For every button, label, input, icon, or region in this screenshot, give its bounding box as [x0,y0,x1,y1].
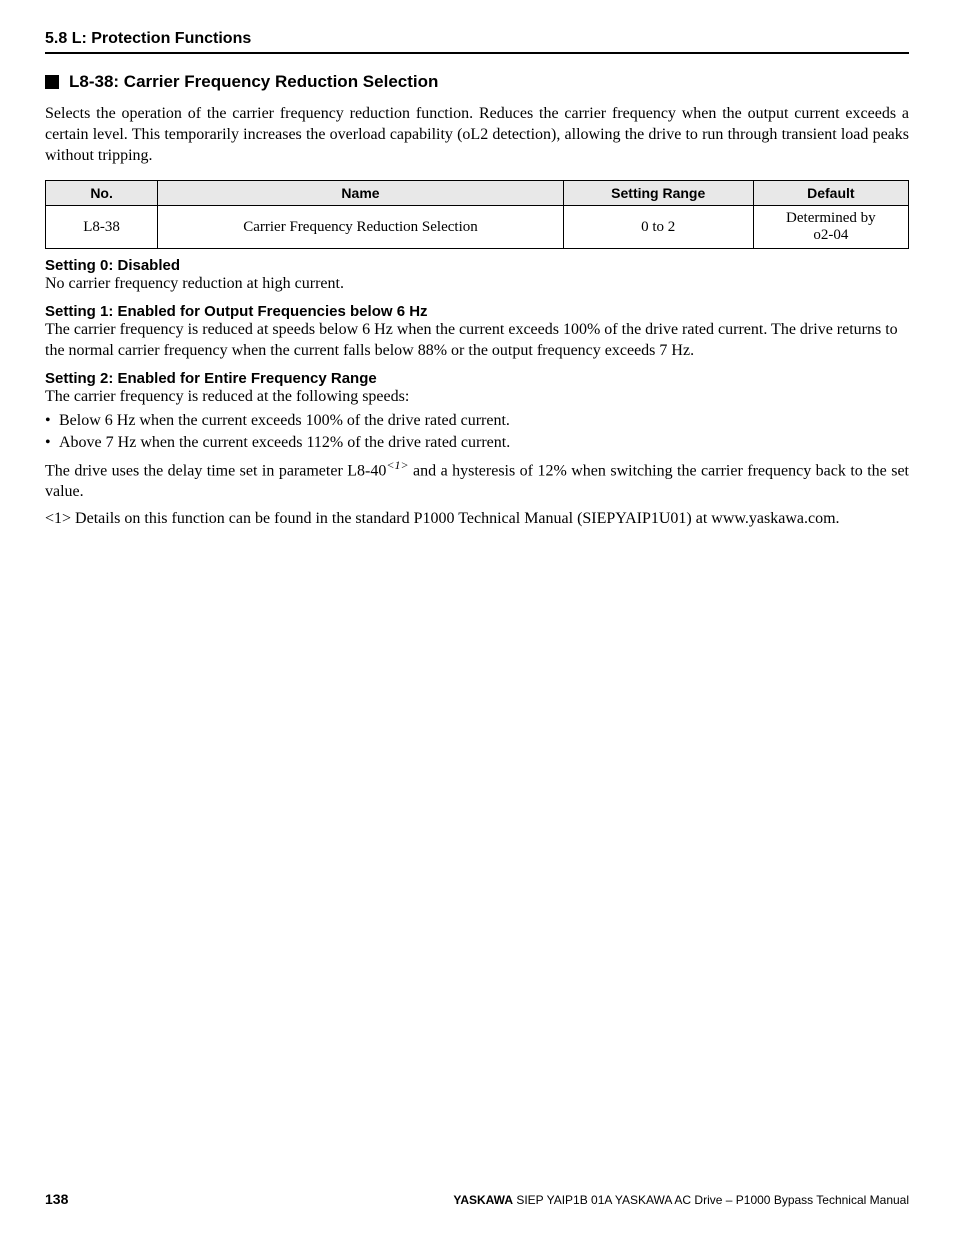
list-item: Above 7 Hz when the current exceeds 112%… [45,432,909,454]
intro-paragraph: Selects the operation of the carrier fre… [45,104,909,166]
list-item: Below 6 Hz when the current exceeds 100%… [45,410,909,432]
footnote-text: <1> Details on this function can be foun… [45,509,909,530]
setting-1-title: Setting 1: Enabled for Output Frequencie… [45,303,909,320]
footnote-ref: <1> [386,458,408,472]
setting-2-title: Setting 2: Enabled for Entire Frequency … [45,370,909,387]
delay-para-pre: The drive uses the delay time set in par… [45,463,386,480]
table-header-name: Name [158,181,564,206]
subsection-title: L8-38: Carrier Frequency Reduction Selec… [69,72,438,92]
cell-default: Determined by o2-04 [753,206,908,249]
page-number: 138 [45,1191,68,1207]
page-footer: 138 YASKAWA SIEP YAIP1B 01A YASKAWA AC D… [45,1191,909,1207]
setting-2-body: The carrier frequency is reduced at the … [45,387,909,408]
table-header-row: No. Name Setting Range Default [46,181,909,206]
footer-brand: YASKAWA [453,1193,513,1207]
table-header-default: Default [753,181,908,206]
setting-0-body: No carrier frequency reduction at high c… [45,274,909,295]
square-bullet-icon [45,75,59,89]
footer-doc-info: YASKAWA SIEP YAIP1B 01A YASKAWA AC Drive… [453,1193,909,1207]
cell-name: Carrier Frequency Reduction Selection [158,206,564,249]
table-header-range: Setting Range [563,181,753,206]
cell-default-line1: Determined by [786,210,876,226]
setting-2-bullets: Below 6 Hz when the current exceeds 100%… [45,410,909,455]
footer-doc: SIEP YAIP1B 01A YASKAWA AC Drive – P1000… [513,1193,909,1207]
table-row: L8-38 Carrier Frequency Reduction Select… [46,206,909,249]
page-header-section: 5.8 L: Protection Functions [45,30,909,54]
setting-1-body: The carrier frequency is reduced at spee… [45,320,909,362]
delay-paragraph: The drive uses the delay time set in par… [45,458,909,503]
table-header-no: No. [46,181,158,206]
setting-0-title: Setting 0: Disabled [45,257,909,274]
cell-default-line2: o2-04 [813,227,848,243]
subsection-heading: L8-38: Carrier Frequency Reduction Selec… [45,72,909,92]
cell-range: 0 to 2 [563,206,753,249]
parameter-table: No. Name Setting Range Default L8-38 Car… [45,180,909,249]
cell-no: L8-38 [46,206,158,249]
